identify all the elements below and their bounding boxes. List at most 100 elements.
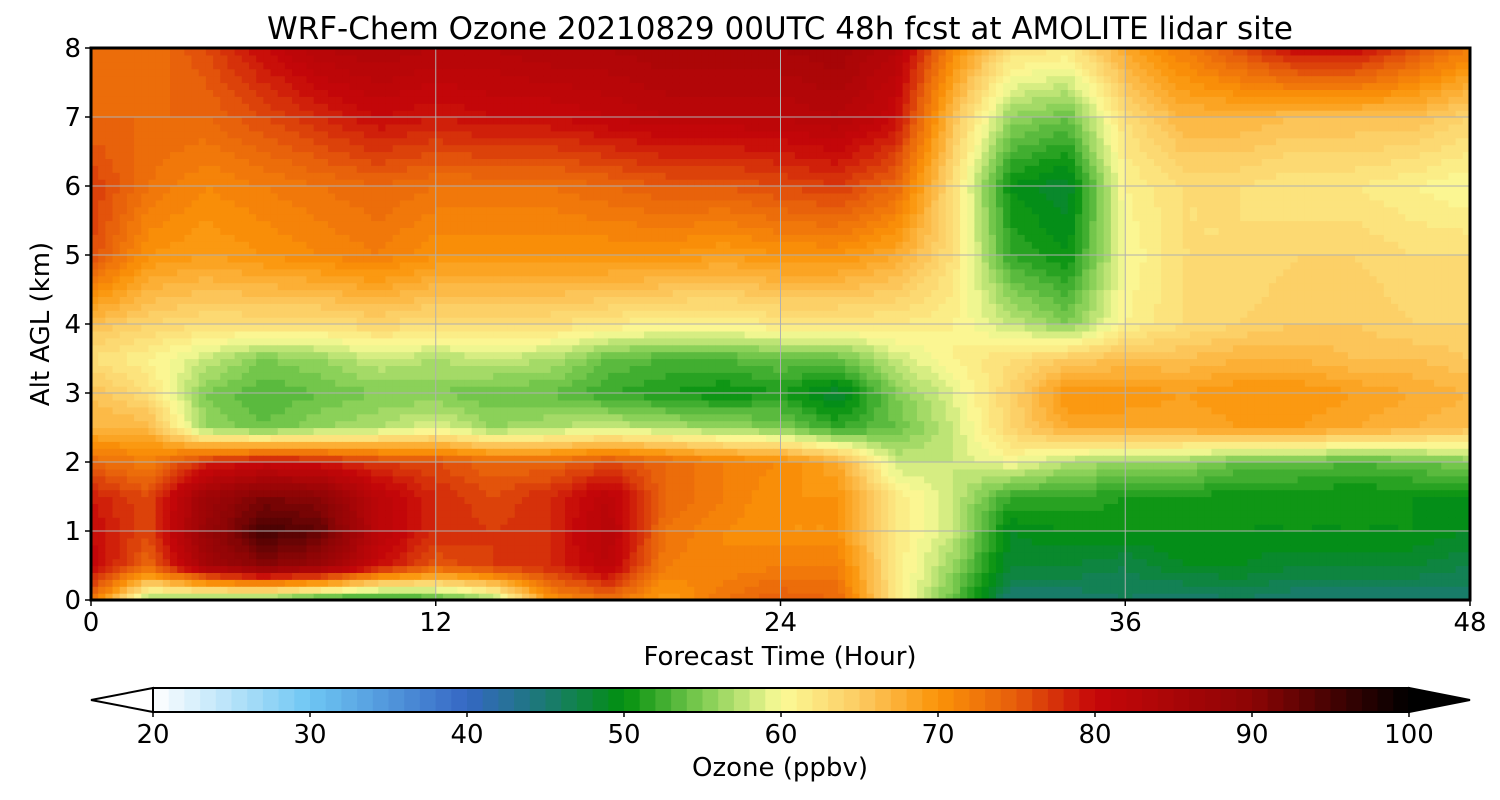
heatmap-cell <box>105 317 114 325</box>
heatmap-cell <box>371 406 379 415</box>
heatmap-cell <box>320 462 329 470</box>
heatmap-cell <box>256 413 264 422</box>
heatmap-cell <box>198 551 207 560</box>
heatmap-cell <box>478 199 487 208</box>
heatmap-cell <box>328 558 336 567</box>
heatmap-cell <box>493 330 501 339</box>
heatmap-cell <box>320 496 329 504</box>
heatmap-cell <box>457 434 466 442</box>
heatmap-cell <box>493 117 501 125</box>
heatmap-cell <box>119 82 128 90</box>
heatmap-cell <box>356 241 365 249</box>
heatmap-cell <box>241 462 250 470</box>
heatmap-cell <box>263 310 272 318</box>
heatmap-cell <box>91 544 99 553</box>
heatmap-cell <box>514 234 523 242</box>
heatmap-cell <box>184 510 193 518</box>
heatmap-cell <box>428 565 437 573</box>
heatmap-cell <box>191 179 200 187</box>
heatmap-cell <box>392 489 401 498</box>
heatmap-cell <box>277 565 286 573</box>
heatmap-cell <box>198 96 207 104</box>
heatmap-cell <box>148 61 157 70</box>
heatmap-cell <box>500 317 509 325</box>
heatmap-cell <box>521 406 530 415</box>
heatmap-cell <box>442 227 451 235</box>
heatmap-cell <box>105 255 114 263</box>
heatmap-cell <box>205 137 214 146</box>
heatmap-cell <box>234 68 243 77</box>
heatmap-cell <box>292 303 300 311</box>
heatmap-cell <box>435 386 444 394</box>
heatmap-cell <box>342 255 351 263</box>
heatmap-cell <box>162 96 171 104</box>
heatmap-cell <box>299 524 308 532</box>
heatmap-cell <box>170 241 178 249</box>
heatmap-cell <box>385 379 394 387</box>
heatmap-cell <box>442 393 451 401</box>
heatmap-cell <box>457 531 466 539</box>
heatmap-cell <box>356 137 365 146</box>
heatmap-cell <box>457 579 466 587</box>
heatmap-cell <box>141 482 150 491</box>
heatmap-cell <box>349 365 358 373</box>
heatmap-cell <box>155 130 164 139</box>
heatmap-cell <box>493 482 501 491</box>
heatmap-cell <box>155 199 164 208</box>
heatmap-cell <box>428 524 437 532</box>
heatmap-cell <box>249 289 257 297</box>
heatmap-cell <box>277 434 286 442</box>
heatmap-cell <box>277 103 286 111</box>
heatmap-cell <box>521 158 530 166</box>
heatmap-cell <box>284 517 293 525</box>
heatmap-cell <box>414 372 422 380</box>
heatmap-cell <box>141 386 150 394</box>
heatmap-cell <box>198 455 207 463</box>
heatmap-cell <box>392 386 401 394</box>
heatmap-cell <box>313 372 322 380</box>
heatmap-cell <box>471 475 480 484</box>
heatmap-cell <box>249 213 257 222</box>
heatmap-cell <box>292 199 300 208</box>
heatmap-cell <box>234 123 243 132</box>
heatmap-cell <box>148 206 157 215</box>
heatmap-cell <box>98 213 106 222</box>
heatmap-cell <box>170 330 178 339</box>
heatmap-cell <box>141 510 150 518</box>
heatmap-cell <box>198 61 207 70</box>
heatmap-cell <box>493 186 501 194</box>
heatmap-cell <box>500 179 509 187</box>
heatmap-cell <box>198 206 207 215</box>
heatmap-cell <box>213 282 221 291</box>
heatmap-cell <box>213 386 221 394</box>
heatmap-cell <box>493 234 501 242</box>
heatmap-cell <box>371 234 379 242</box>
heatmap-cell <box>392 130 401 139</box>
heatmap-cell <box>134 579 142 587</box>
heatmap-cell <box>500 482 509 491</box>
heatmap-cell <box>198 75 207 84</box>
heatmap-cell <box>284 303 293 311</box>
heatmap-cell <box>256 551 264 560</box>
heatmap-cell <box>335 379 343 387</box>
heatmap-cell <box>227 158 236 166</box>
heatmap-cell <box>536 565 545 573</box>
heatmap-cell <box>292 61 300 70</box>
heatmap-cell <box>205 172 214 180</box>
heatmap-cell <box>112 158 121 166</box>
heatmap-cell <box>148 558 157 567</box>
heatmap-cell <box>241 241 250 249</box>
heatmap-cell <box>277 165 286 173</box>
heatmap-cell <box>270 303 279 311</box>
heatmap-cell <box>457 255 466 263</box>
heatmap-cell <box>205 213 214 222</box>
heatmap-cell <box>507 399 516 408</box>
heatmap-cell <box>234 537 243 546</box>
heatmap-cell <box>521 565 530 573</box>
heatmap-cell <box>263 241 272 249</box>
heatmap-cell <box>256 75 264 84</box>
heatmap-cell <box>241 144 250 153</box>
heatmap-cell <box>493 317 501 325</box>
heatmap-cell <box>500 103 509 111</box>
heatmap-cell <box>493 337 501 346</box>
